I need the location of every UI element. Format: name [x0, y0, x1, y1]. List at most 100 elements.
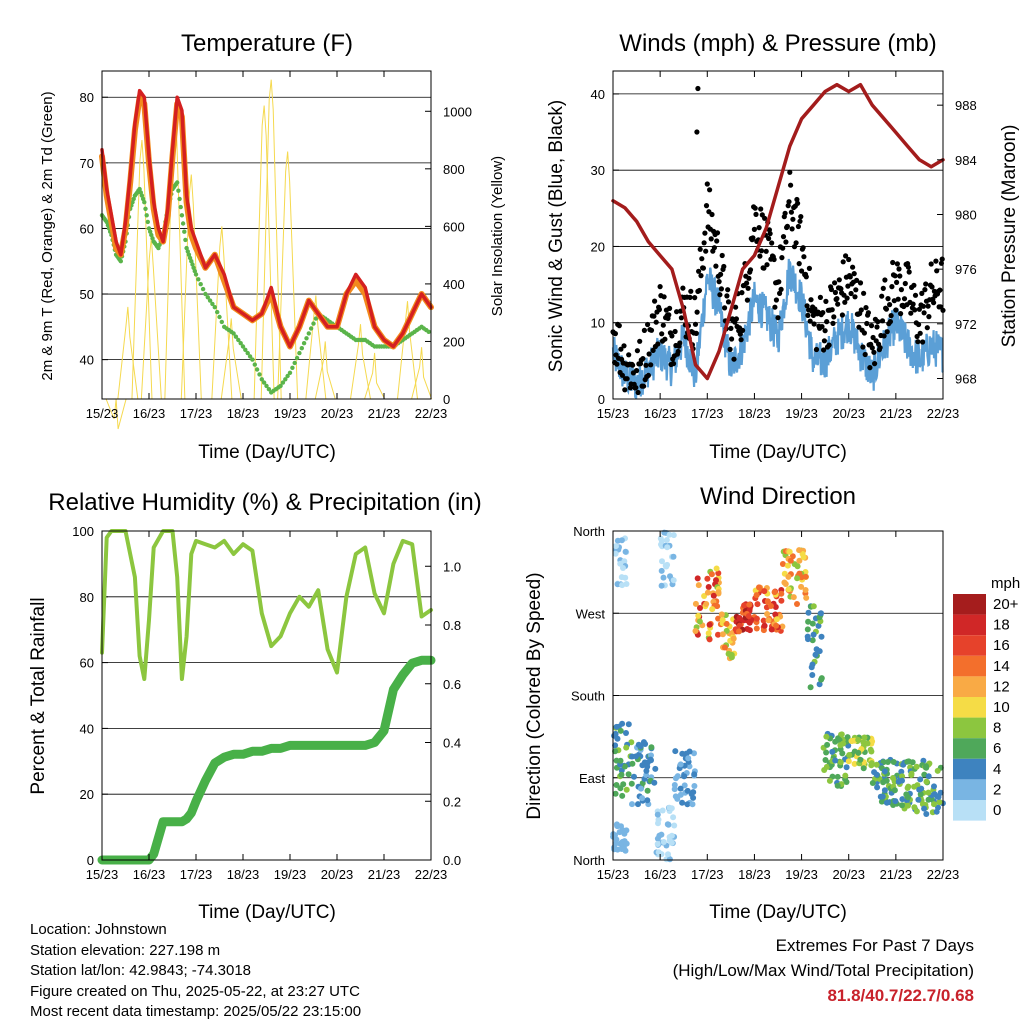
gust-point	[780, 234, 787, 240]
dewpoint-point	[245, 350, 250, 356]
direction-point	[681, 782, 688, 789]
direction-point	[765, 617, 772, 624]
colorbar-label: 2	[993, 781, 1001, 798]
direction-point	[623, 744, 630, 751]
direction-point	[810, 631, 817, 638]
direction-point	[670, 814, 677, 821]
direction-point	[628, 780, 635, 787]
gust-point	[905, 264, 912, 270]
humidity-xtick-label: 16/23	[133, 867, 166, 882]
gust-point	[757, 253, 763, 259]
direction-point	[855, 749, 862, 756]
direction-point	[832, 757, 839, 764]
dewpoint-point	[180, 221, 186, 226]
dewpoint-point	[137, 186, 142, 192]
direction-point	[845, 758, 852, 765]
direction-point	[913, 808, 920, 815]
gust-point	[890, 259, 896, 266]
direction-point	[785, 573, 792, 580]
solar-insolation-line	[117, 306, 139, 400]
humidity-xtick-label: 21/23	[368, 867, 401, 882]
direction-point	[913, 763, 920, 770]
gust-point	[709, 211, 715, 218]
colorbar-label: 0	[993, 802, 1001, 819]
dewpoint-point	[182, 229, 187, 234]
gust-point	[808, 297, 814, 303]
gust-point	[925, 303, 931, 309]
dewpoint-point	[175, 180, 180, 185]
gust-point	[651, 313, 657, 319]
solar-insolation-line	[314, 341, 336, 400]
direction-point	[719, 631, 726, 638]
pressure-y2tick-label: 972	[955, 317, 977, 332]
gust-point	[719, 252, 725, 259]
gust-point	[740, 327, 746, 333]
direction-point	[899, 796, 906, 803]
winds-frame	[612, 70, 944, 400]
direction-point	[809, 637, 816, 644]
gust-point	[795, 223, 802, 230]
gust-point	[832, 280, 838, 286]
solar-y2tick-label: 0	[443, 392, 450, 407]
winds-ytick-label: 0	[598, 392, 605, 407]
gust-point	[811, 321, 817, 327]
direction-point	[697, 605, 703, 611]
colorbar-label: 14	[993, 658, 1010, 675]
gust-point	[635, 389, 641, 396]
temperature-xtick-label: 16/23	[133, 406, 166, 421]
direction-point	[807, 684, 814, 691]
gust-point	[902, 280, 908, 287]
direction-point	[745, 613, 752, 620]
gust-point	[672, 328, 678, 335]
wind-direction-panel: Wind Direction Time (Day/UTC) Direction …	[524, 483, 1020, 923]
gust-point	[634, 348, 641, 354]
gust-point	[894, 261, 901, 267]
temperature-xtick-label: 20/23	[321, 406, 354, 421]
gust-point	[616, 323, 622, 329]
gust-point	[853, 287, 859, 293]
dewpoint-point	[257, 372, 262, 377]
direction-point	[931, 783, 937, 790]
dewpoint-point	[212, 305, 217, 310]
colorbar-swatch	[953, 800, 986, 821]
gust-point	[844, 295, 850, 301]
gust-point	[688, 288, 694, 294]
temperature-xlabel: Time (Day/UTC)	[198, 442, 336, 463]
humidity-title: Relative Humidity (%) & Precipitation (i…	[48, 489, 481, 516]
gust-point	[790, 216, 796, 222]
gust-point	[817, 294, 824, 300]
gust-point	[777, 290, 783, 296]
dewpoint-point	[130, 200, 135, 205]
direction-point	[809, 661, 816, 668]
gust-point	[704, 181, 710, 187]
direction-point	[655, 820, 661, 827]
extremes-values: 81.8/40.7/22.7/0.68	[827, 986, 974, 1005]
direction-point	[884, 759, 891, 765]
pressure-y2tick-label: 980	[955, 208, 977, 223]
gust-point	[921, 310, 927, 316]
gust-point	[875, 319, 881, 325]
direction-point	[881, 787, 888, 794]
gust-point	[881, 333, 887, 339]
colorbar-title: mph	[991, 575, 1020, 592]
direction-point	[706, 636, 713, 643]
direction-point	[809, 620, 816, 627]
gust-point	[832, 289, 839, 296]
direction-point	[719, 617, 726, 623]
gust-point	[786, 199, 792, 205]
gust-point	[729, 336, 735, 342]
dewpoint-point	[299, 346, 304, 351]
direction-point	[834, 773, 841, 780]
gust-point	[762, 215, 768, 221]
gust-point	[745, 285, 751, 291]
direction-point	[812, 651, 819, 658]
winds-xtick-label: 15/23	[597, 406, 630, 421]
dewpoint-point	[118, 259, 124, 264]
gust-point	[634, 368, 640, 374]
gust-point	[865, 310, 872, 316]
winds-xtick-label: 21/23	[880, 406, 913, 421]
direction-point	[718, 611, 725, 618]
direction-point	[728, 651, 735, 658]
direction-point	[660, 574, 667, 581]
colorbar-label: 4	[993, 761, 1001, 778]
